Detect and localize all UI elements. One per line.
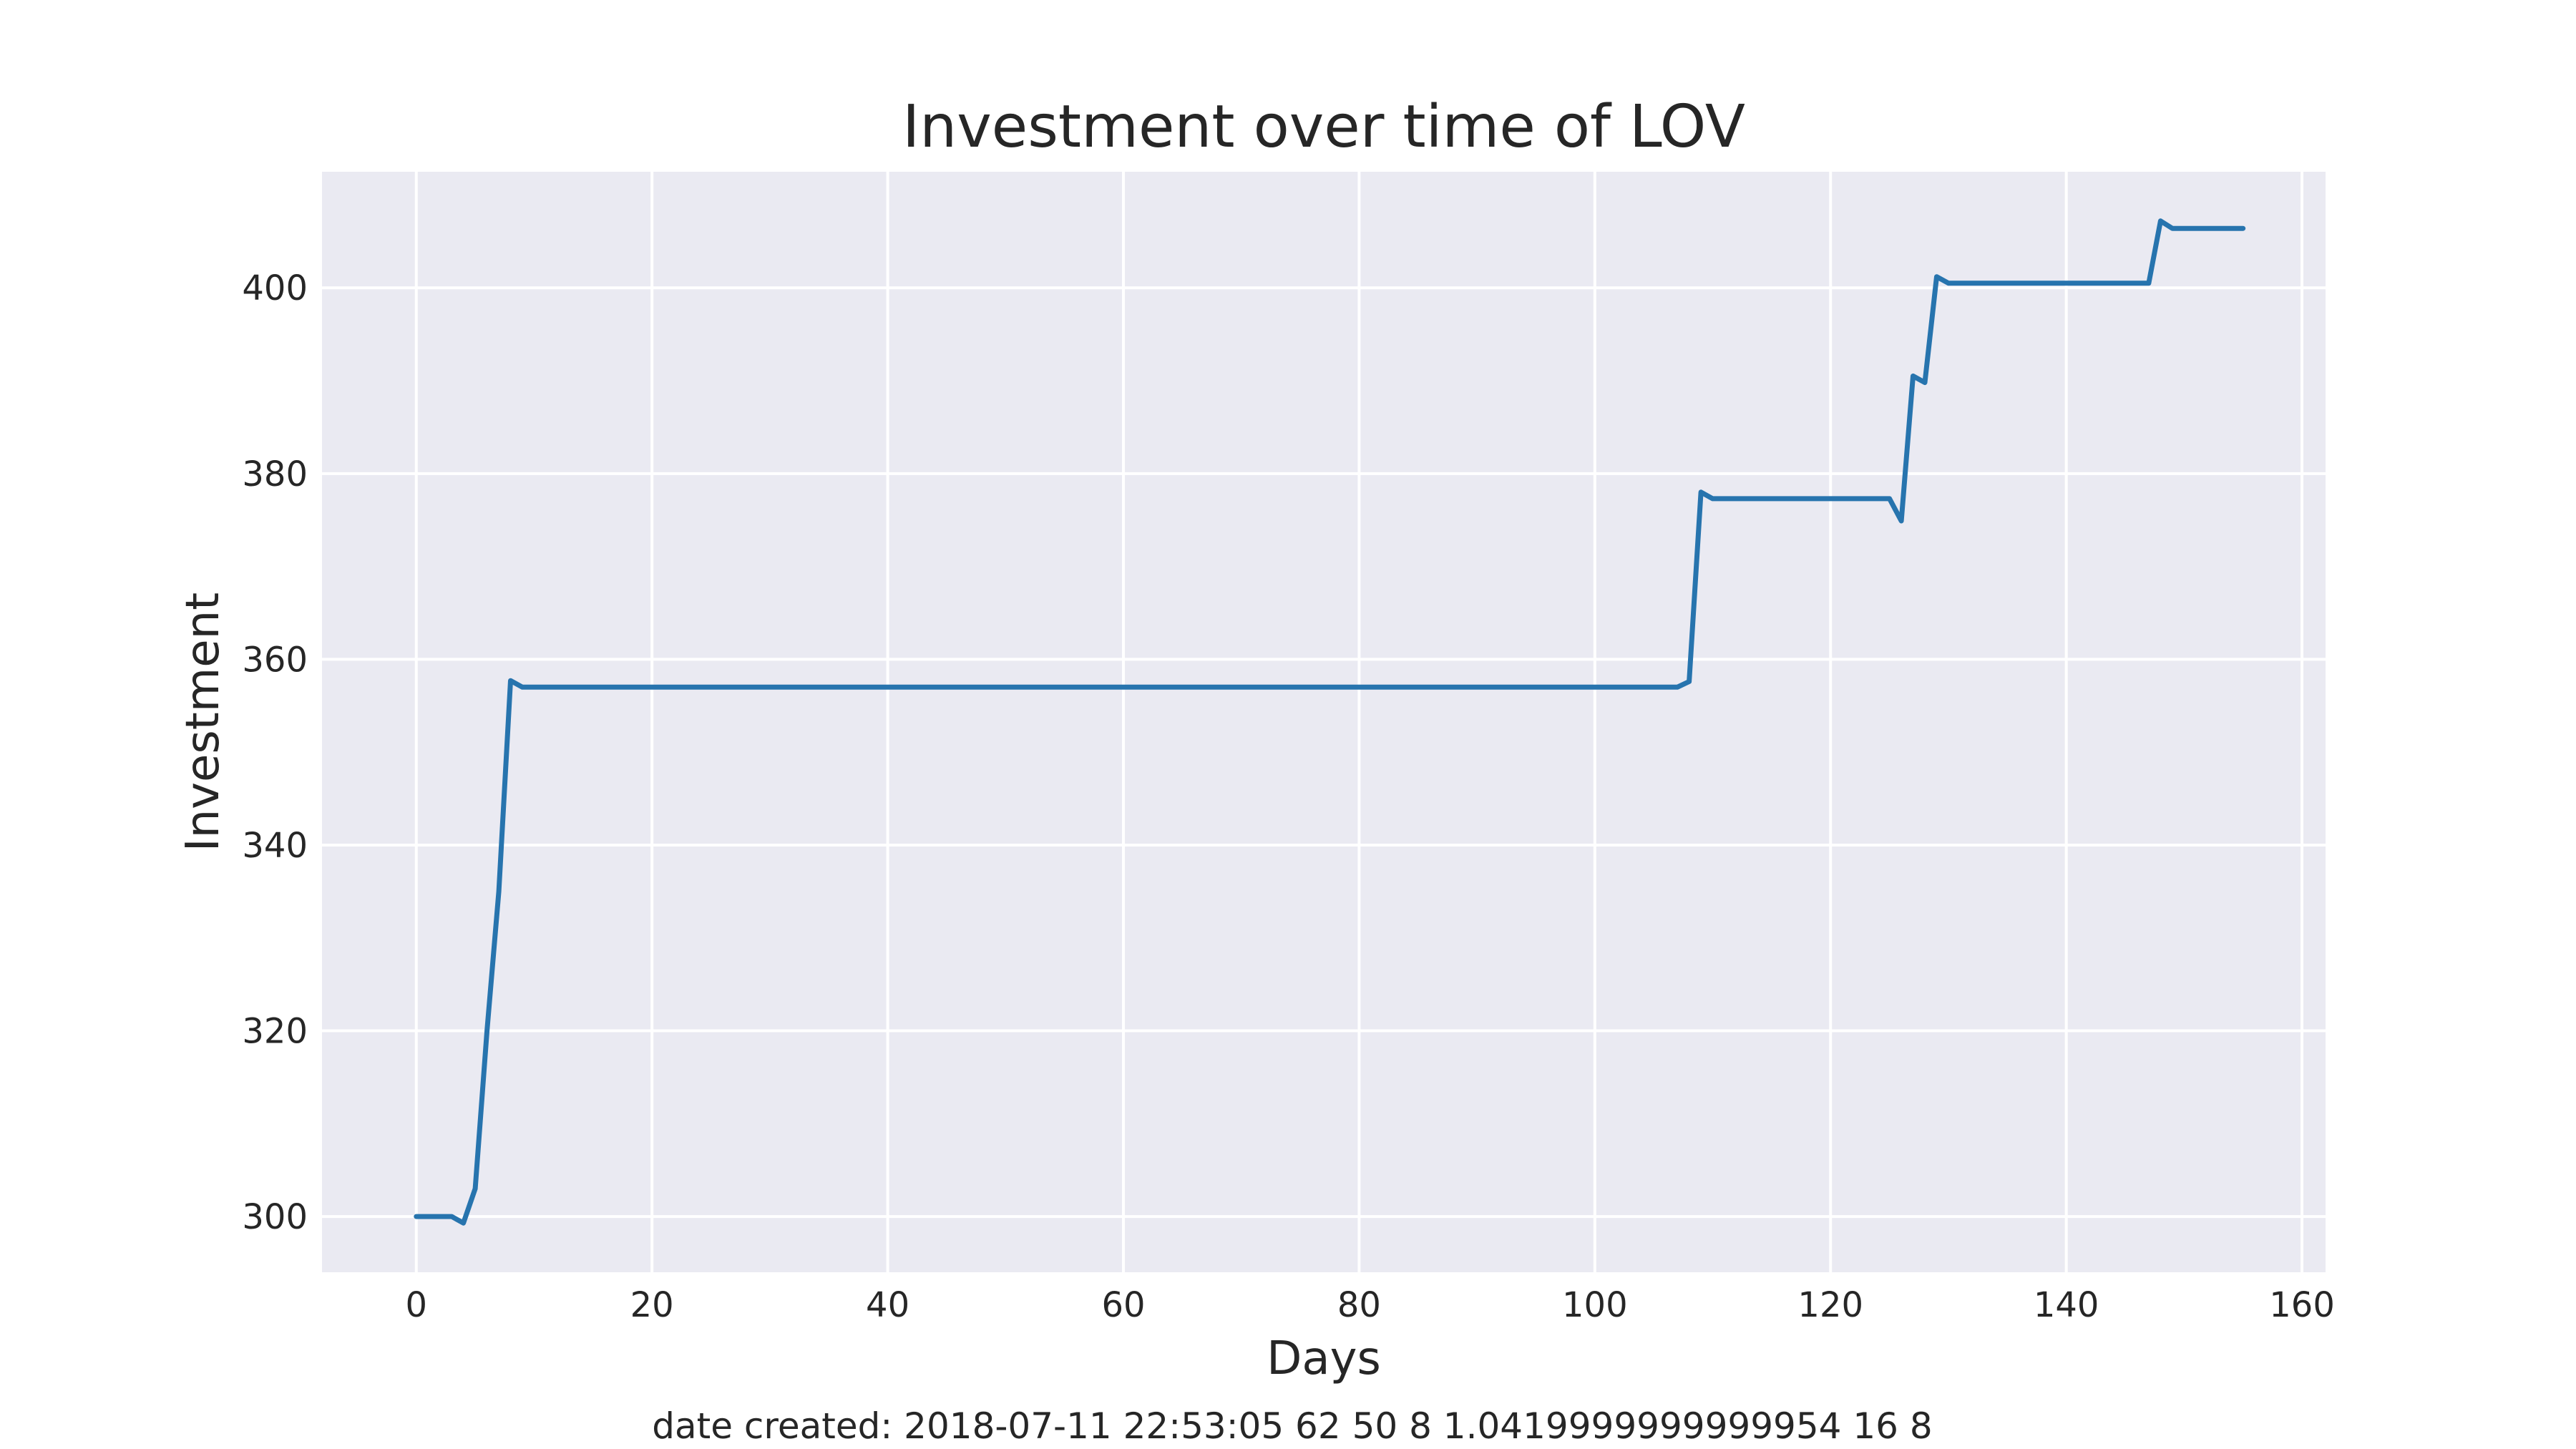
- x-tick-label: 100: [1562, 1285, 1628, 1325]
- series-line-0: [414, 218, 2246, 1226]
- y-axis-label: Investment: [177, 592, 230, 852]
- x-tick-label: 140: [2034, 1285, 2099, 1325]
- chart-title: Investment over time of LOV: [902, 93, 1745, 161]
- x-tick-label: 120: [1797, 1285, 1863, 1325]
- series-layer: [414, 218, 2246, 1226]
- x-tick-label: 20: [630, 1285, 674, 1325]
- x-tick-label: 80: [1337, 1285, 1381, 1325]
- date-created-footer: date created: 2018-07-11 22:53:05 62 50 …: [652, 1405, 1932, 1447]
- y-tick-label: 320: [242, 1012, 308, 1052]
- y-tick-labels: 300 320 340 360 380 400: [242, 268, 308, 1237]
- x-tick-label: 0: [405, 1285, 427, 1325]
- x-axis-label: Days: [1267, 1332, 1381, 1385]
- x-tick-label: 160: [2269, 1285, 2335, 1325]
- x-tick-label: 60: [1101, 1285, 1145, 1325]
- x-tick-labels: 0 20 40 60 80 100 120 140 160: [405, 1285, 2334, 1325]
- grid: [322, 172, 2326, 1272]
- x-tick-label: 40: [866, 1285, 909, 1325]
- y-tick-label: 360: [242, 640, 308, 680]
- y-tick-label: 300: [242, 1197, 308, 1237]
- y-tick-label: 380: [242, 454, 308, 494]
- y-tick-label: 340: [242, 826, 308, 866]
- plot-area: [322, 172, 2326, 1272]
- y-tick-label: 400: [242, 268, 308, 308]
